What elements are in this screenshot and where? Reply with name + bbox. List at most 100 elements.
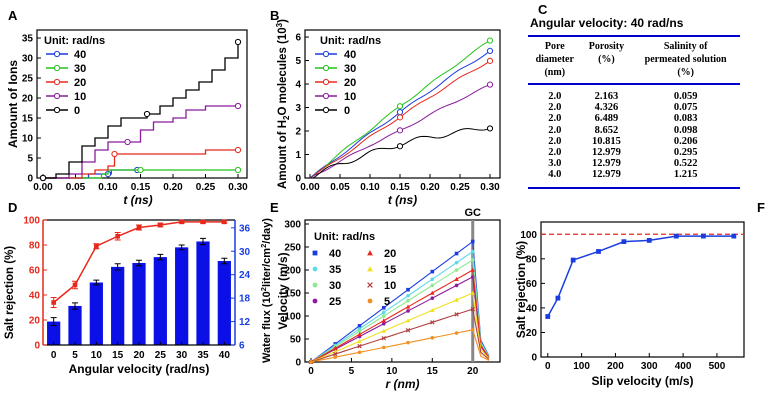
cell-diameter: 2.0 [548,113,562,125]
x-tick-label: 500 [709,361,726,372]
plot-frame [36,29,248,179]
x-tick-label: 100 [573,361,590,372]
data-point [312,298,318,304]
y-tick-label-right: 24 [239,270,251,281]
x-axis-label: t (ns) [388,193,417,207]
data-point [486,47,494,54]
cell-salinity: 0.083 [673,113,698,125]
data-point [234,102,242,110]
data-point [381,314,386,318]
series-line [547,235,734,317]
data-point [406,340,410,345]
data-point [406,287,410,292]
y-tick-label: 100 [520,230,537,241]
cell-porosity: 12.979 [591,158,621,170]
legend-label: 20 [74,77,86,89]
data-point [486,57,494,64]
data-point [405,318,411,323]
data-point [381,318,387,323]
data-point [396,143,404,150]
plot-frame [304,29,501,179]
data-point [405,304,411,309]
legend-label: 10 [344,91,356,103]
series-40 [309,47,494,179]
error-bar [72,302,78,310]
x-tick-label: 10 [386,366,398,377]
data-point [646,238,652,243]
plot-frame [304,219,501,363]
error-bar [136,259,142,267]
y-tick-label: 0 [531,353,537,364]
legend-label: 40 [74,49,86,61]
data-point [234,146,242,154]
y-tick-label-right: 18 [239,294,251,305]
series-0 [39,38,242,182]
x-tick-label: 30 [176,350,188,361]
series-line [43,42,239,179]
y-tick-label-left: 80 [29,241,41,252]
x-tick-label: 40 [219,350,231,361]
y-label-part: ) [277,19,289,23]
panel-label-c: C [538,2,548,17]
col-pore-diameter: Pore diameter (nm) [528,35,582,85]
legend-label: 20 [344,77,356,89]
data-point [430,336,435,340]
x-tick-label: 0.15 [390,182,410,193]
bar [175,247,189,345]
data-point [454,260,459,265]
y-tick-label-right: 30 [239,247,251,258]
cell-porosity: 8.652 [594,124,619,136]
data-point [53,78,61,86]
legend-label: 20 [384,248,396,260]
bar [132,262,146,345]
data-point [454,276,459,281]
cell-salinity: 0.059 [673,91,698,102]
bar [68,305,82,345]
x-axis-label: Slip velocity (m/s) [591,374,693,388]
table-row: 2.0 10.815 0.206 [528,136,740,147]
panel-label-d: D [8,200,17,215]
legend-label: 40 [344,49,356,61]
y-tick-label: 100 [284,312,301,323]
y-tick-label-left: 60 [29,266,41,277]
table-title: Angular velocity: 40 rad/ns [530,16,684,30]
y-tick-label: 150 [284,289,301,300]
legend-label: 40 [329,248,341,260]
data-point [454,297,459,302]
series-line [310,292,490,363]
bar [153,257,167,345]
series-0 [310,125,494,179]
data-point [430,296,435,300]
legend-label: 0 [74,105,80,117]
data-point [470,290,476,295]
data-point [312,250,318,256]
cell-diameter: 2.0 [548,102,562,114]
series-20 [309,57,494,179]
data-point [406,298,410,303]
y-tick-label: 300 [284,220,301,231]
y-tick-label: 25 [22,74,34,85]
data-point [701,233,706,239]
table-header-row: Pore diameter (nm) Porosity (%) Salinity… [528,35,740,85]
x-tick-label: 20 [133,350,145,361]
x-tick-label: 25 [155,350,167,361]
data-point [367,298,373,304]
legend-title: Unit: rad/ns [320,35,381,47]
error-bar [178,244,185,251]
data-point [357,329,362,334]
data-point [137,166,144,174]
error-bar [93,279,100,286]
data-point [430,283,435,288]
legend-label: 15 [384,264,396,276]
legend-label: 30 [74,63,86,75]
data-point [486,125,494,132]
data-point [143,110,151,118]
data-point [621,239,627,245]
x-tick-label: 0.20 [420,182,440,193]
series-line [310,127,491,179]
data-point [322,106,330,114]
data-point [367,250,373,256]
cell-salinity: 0.522 [673,158,698,170]
